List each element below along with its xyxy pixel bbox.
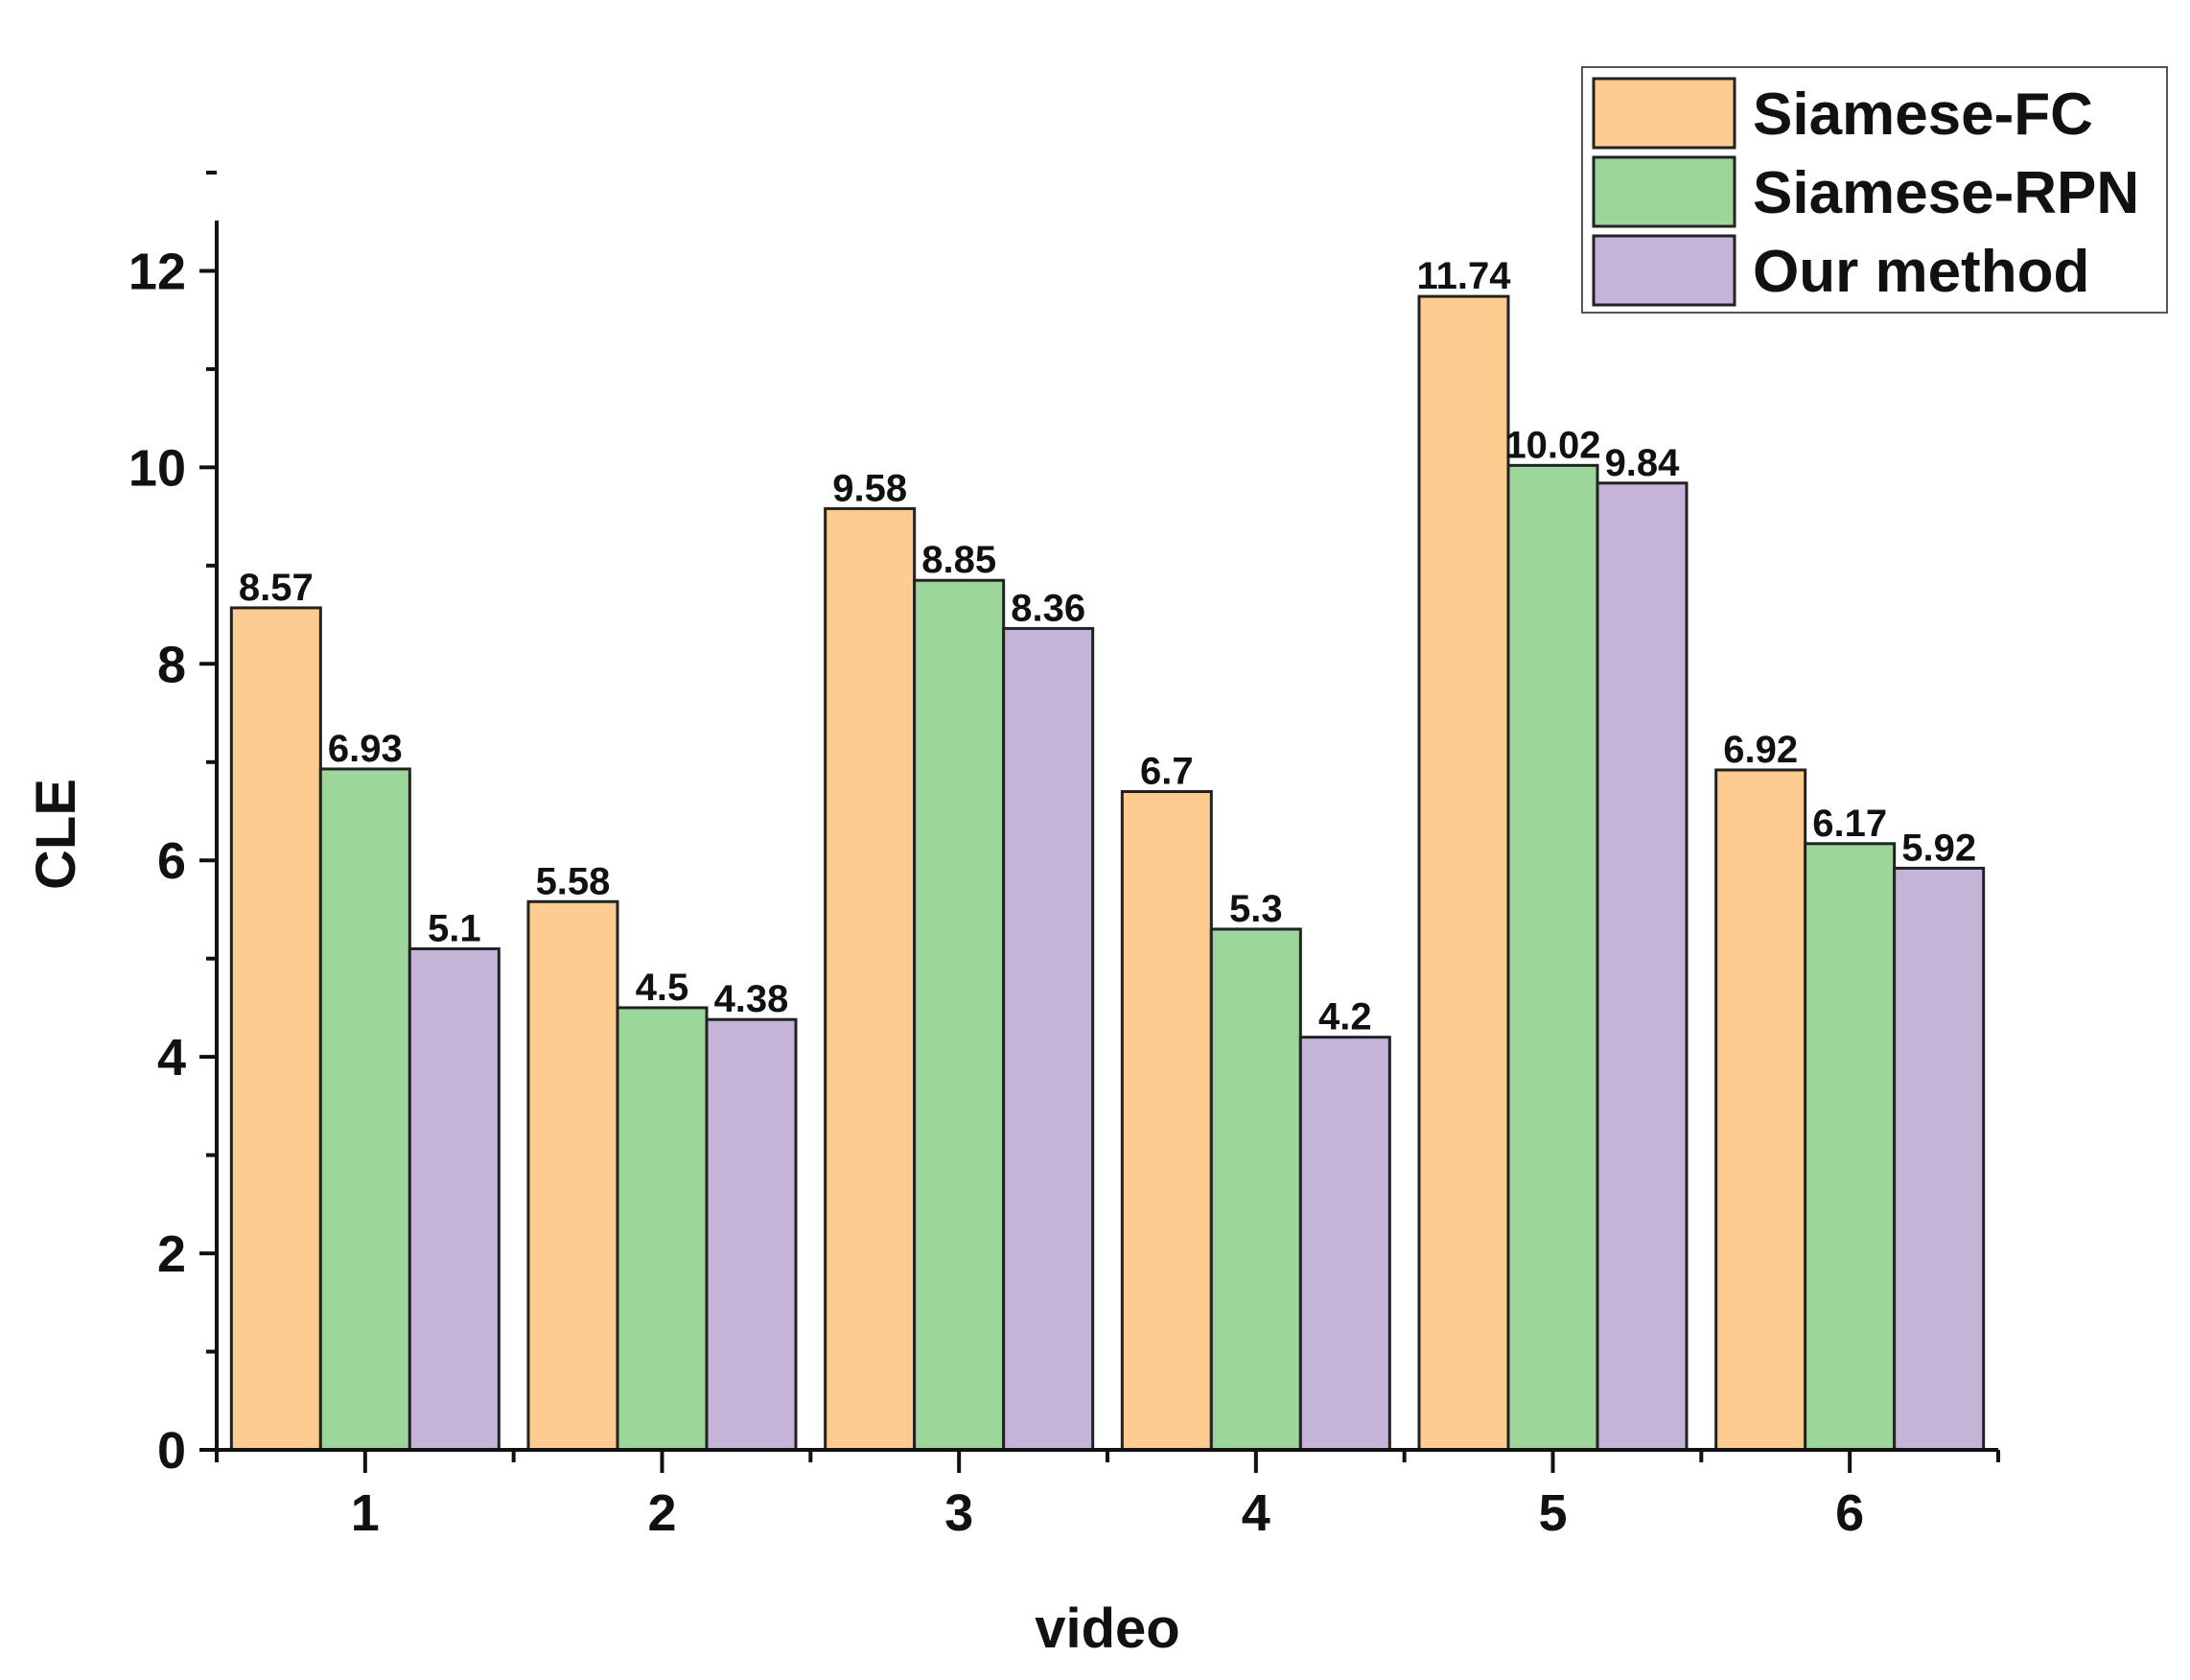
legend: Siamese-FC Siamese-RPN Our method — [1581, 66, 2168, 314]
data-label-cat3-series2: 8.85 — [921, 539, 996, 581]
y-tick-label-10: 10 — [128, 439, 186, 497]
data-label-cat1-series3: 5.1 — [428, 907, 481, 949]
bar-cat3-series3 — [1002, 626, 1095, 1452]
data-label-cat1-series2: 6.93 — [328, 728, 403, 770]
bar-cat3-series2 — [913, 578, 1006, 1452]
data-label-cat4-series1: 6.7 — [1140, 751, 1194, 793]
bar-cat3-series1 — [824, 506, 917, 1452]
x-ticks-group: 1 2 3 4 5 6 — [215, 1450, 2000, 1542]
data-label-cat6-series2: 6.17 — [1812, 803, 1887, 845]
bar-cat2-series3 — [705, 1017, 798, 1452]
data-label-cat4-series3: 4.2 — [1318, 996, 1372, 1038]
bar-cat6-series3 — [1893, 866, 1986, 1452]
legend-label-1: Siamese-FC — [1753, 82, 2093, 148]
bar-cat6-series2 — [1804, 842, 1897, 1452]
legend-label-2: Siamese-RPN — [1753, 160, 2139, 226]
bar-cat6-series1 — [1714, 768, 1807, 1452]
x-axis-title: video — [1035, 1598, 1180, 1660]
legend-swatch-3 — [1592, 234, 1736, 307]
y-tick-label-0: 0 — [157, 1422, 186, 1480]
data-label-cat2-series3: 4.38 — [714, 978, 789, 1020]
data-label-cat1-series1: 8.57 — [239, 567, 314, 609]
data-label-cat3-series3: 8.36 — [1011, 587, 1085, 629]
bars-group — [229, 294, 1986, 1452]
bar-cat5-series3 — [1596, 481, 1689, 1452]
bar-cat2-series1 — [526, 899, 619, 1452]
y-tick-label-4: 4 — [157, 1029, 186, 1086]
legend-swatch-2 — [1592, 155, 1736, 228]
x-tick-label-6: 6 — [1835, 1484, 1864, 1542]
x-tick-label-5: 5 — [1538, 1484, 1567, 1542]
bar-cat1-series3 — [408, 946, 501, 1452]
data-label-cat5-series2: 10.02 — [1504, 424, 1600, 466]
x-tick-label-4: 4 — [1242, 1484, 1270, 1542]
bar-cat5-series2 — [1506, 463, 1599, 1452]
y-axis-title: CLE — [25, 779, 87, 890]
bar-cat4-series3 — [1298, 1036, 1391, 1452]
data-label-cat6-series3: 5.92 — [1901, 827, 1976, 869]
data-labels-group: 8.57 6.93 5.1 5.58 4.5 4.38 9.58 8.85 8.36 6.7 5.3… — [239, 255, 1976, 1038]
bar-cat4-series1 — [1120, 790, 1213, 1452]
y-tick-label-8: 8 — [157, 636, 186, 693]
legend-label-3: Our method — [1753, 239, 2089, 305]
bar-cat1-series2 — [318, 767, 411, 1452]
legend-swatch-1 — [1592, 77, 1736, 150]
x-tick-label-3: 3 — [944, 1484, 973, 1542]
y-tick-label-2: 2 — [157, 1225, 186, 1283]
bar-cat2-series2 — [616, 1006, 709, 1452]
bar-cat4-series2 — [1209, 927, 1302, 1452]
data-label-cat2-series2: 4.5 — [636, 967, 689, 1009]
data-label-cat5-series3: 9.84 — [1605, 442, 1681, 484]
y-ticks-group: 0 2 4 6 8 10 12 — [128, 171, 217, 1480]
x-tick-label-2: 2 — [647, 1484, 676, 1542]
bar-cat1-series1 — [229, 606, 322, 1452]
y-tick-label-6: 6 — [157, 832, 186, 890]
data-label-cat5-series1: 11.74 — [1417, 255, 1512, 297]
y-tick-label-12: 12 — [128, 243, 186, 300]
data-label-cat3-series1: 9.58 — [832, 467, 907, 509]
data-label-cat6-series1: 6.92 — [1723, 729, 1798, 771]
data-label-cat4-series2: 5.3 — [1229, 888, 1283, 930]
bar-cat5-series1 — [1417, 294, 1510, 1452]
data-label-cat2-series1: 5.58 — [536, 860, 611, 902]
x-tick-label-1: 1 — [351, 1484, 380, 1542]
